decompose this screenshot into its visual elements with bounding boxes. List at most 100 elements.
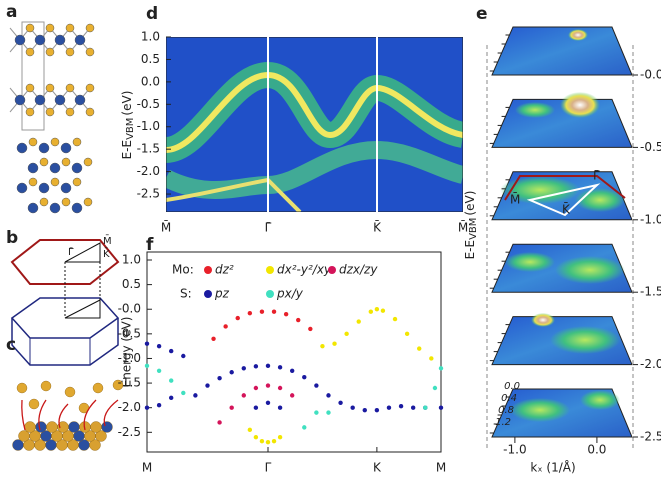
inset-tick-label: 1.2 (495, 417, 511, 428)
atom (85, 107, 95, 117)
y-tick-label: -0.0 (640, 68, 661, 82)
point (193, 393, 198, 398)
point (344, 331, 349, 337)
legend-swatch (266, 266, 274, 274)
point (144, 363, 150, 369)
atom (38, 182, 50, 194)
arrow (83, 399, 97, 431)
point (259, 438, 265, 444)
slab-atom (24, 421, 36, 433)
y-tick-label: -2.0 (137, 164, 160, 178)
point (356, 319, 361, 324)
point (211, 336, 216, 341)
feature (531, 313, 555, 327)
point (314, 383, 319, 388)
point (368, 309, 374, 314)
emitted-atom (28, 398, 40, 410)
atom (60, 182, 72, 194)
point (350, 405, 355, 410)
atom (25, 83, 35, 93)
atom (72, 177, 82, 187)
atom (65, 23, 75, 33)
point (265, 400, 271, 405)
point (432, 385, 438, 391)
point (265, 439, 271, 445)
point (392, 316, 398, 322)
emitted-atom (112, 379, 124, 391)
point (398, 404, 404, 409)
point (253, 364, 259, 369)
atom (71, 202, 83, 214)
point (265, 383, 271, 388)
atom (14, 94, 26, 106)
point (277, 435, 283, 440)
atom (34, 34, 46, 46)
bond (9, 87, 31, 113)
atom (16, 182, 28, 194)
point (217, 375, 222, 381)
y-tick-label: -2.0 (640, 357, 661, 371)
feature (505, 252, 555, 272)
point (168, 348, 174, 354)
y-tick-label: 1.0 (122, 253, 141, 267)
atom (54, 94, 66, 106)
point (289, 393, 295, 398)
y-tick-label: -2.5 (640, 430, 661, 444)
atom (34, 94, 46, 106)
point (205, 383, 210, 388)
point (277, 385, 283, 391)
atom (45, 23, 55, 33)
atom (39, 157, 49, 167)
point (217, 420, 222, 425)
point (417, 346, 422, 351)
slab (12, 379, 124, 451)
feature (555, 256, 625, 284)
feature (580, 390, 620, 410)
point (314, 410, 319, 415)
bond (49, 87, 71, 113)
point (338, 400, 343, 405)
band (166, 71, 463, 153)
arrow (38, 399, 47, 431)
slab-atom (46, 421, 58, 433)
legend-label: dzx/zy (339, 263, 378, 277)
legend-swatch (204, 266, 212, 274)
feature (550, 326, 620, 354)
x-tick-label: -1.0 (503, 443, 526, 457)
panel-label: c (6, 335, 16, 355)
y-tick-label: 0.5 (122, 277, 141, 291)
x-tick-label: K (373, 461, 382, 475)
atom (85, 47, 95, 57)
y-tick-label: -0.5 (640, 140, 661, 154)
atom (38, 142, 50, 154)
brillouin-side (11, 318, 119, 366)
e-ylabel: E-EVBM (eV) (463, 191, 480, 260)
inset-label: K̄ (562, 202, 571, 216)
slab-atom (68, 421, 80, 433)
y-tick-label: -0.0 (118, 302, 141, 316)
point (302, 425, 307, 430)
point (156, 403, 162, 408)
atom (16, 142, 28, 154)
arrow (58, 403, 69, 429)
panel-label: d (146, 4, 158, 24)
inset-label: Γ̄ (593, 169, 600, 183)
point (362, 407, 367, 413)
feature (515, 102, 555, 118)
f-frame (146, 251, 442, 453)
atom (65, 47, 75, 57)
y-tick-label: 0.0 (141, 74, 160, 88)
point (374, 407, 380, 413)
slab-atom (35, 421, 47, 433)
feature (560, 92, 600, 118)
atom (83, 157, 93, 167)
brillouin-2d (10, 239, 120, 285)
point (168, 378, 174, 383)
emitted-atom (64, 386, 76, 398)
slab-atom (95, 430, 107, 442)
atom (61, 197, 71, 207)
atom (45, 83, 55, 93)
emitted-atom (92, 382, 104, 394)
point (386, 405, 392, 410)
feature (500, 176, 580, 204)
